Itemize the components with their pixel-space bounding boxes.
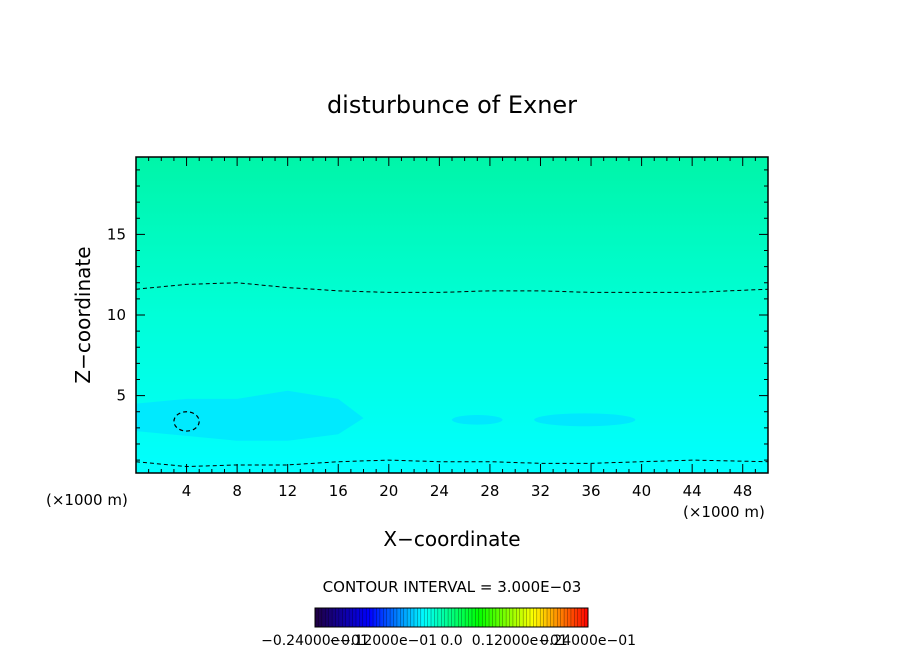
x-tick-label: 40 [632, 482, 651, 500]
y-tick-label: 15 [107, 225, 126, 243]
y-tick-label: 5 [116, 387, 126, 405]
x-tick-label: 16 [329, 482, 348, 500]
x-tick-label: 48 [733, 482, 752, 500]
x-tick-label: 8 [232, 482, 242, 500]
x-tick-label: 36 [581, 482, 600, 500]
minimum-region [136, 390, 364, 441]
minimum-region-right [534, 413, 636, 427]
x-tick-label: 44 [683, 482, 702, 500]
x-tick-label: 20 [379, 482, 398, 500]
colorbar-label: 0.24000e−01 [540, 633, 636, 649]
colorbar-label: −0.12000e−01 [329, 633, 437, 649]
contour-interval: CONTOUR INTERVAL = 3.000E−03 [323, 578, 582, 596]
colorbar-label: −0.24000e−01 [261, 633, 369, 649]
minimum-region-small [452, 414, 503, 425]
zero-contour-1 [136, 282, 768, 293]
closed-contour [173, 411, 200, 432]
x-unit-right: (×1000 m) [683, 503, 765, 521]
x-tick-label: 4 [182, 482, 192, 500]
colorbar-label: 0.12000e−01 [472, 633, 568, 649]
y-tick-label: 10 [107, 306, 126, 324]
x-tick-label: 32 [531, 482, 550, 500]
x-tick-label: 12 [278, 482, 297, 500]
x-tick-label: 24 [430, 482, 449, 500]
x-axis-label: X−coordinate [383, 527, 520, 551]
colorbar: −0.24000e−01−0.12000e−01 0.0 0.12000e−010.… [261, 607, 636, 649]
y-axis-label: Z−coordinate [71, 246, 95, 383]
x-tick-label: 28 [480, 482, 499, 500]
zero-contour-2 [136, 459, 768, 468]
colorbar-label: 0.0 [440, 633, 462, 649]
chart-title: disturbunce of Exner [327, 91, 577, 119]
x-unit-left: (×1000 m) [46, 491, 128, 509]
